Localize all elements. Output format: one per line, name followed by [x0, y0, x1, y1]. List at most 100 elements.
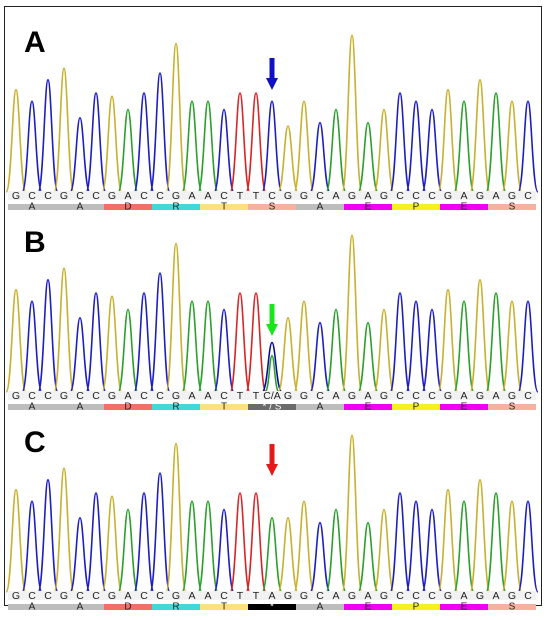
peak	[165, 242, 187, 393]
base-call: A	[188, 590, 195, 602]
peak	[421, 308, 443, 393]
amino-acid-block	[56, 604, 104, 610]
base-call: A	[268, 590, 275, 602]
peak	[421, 108, 443, 193]
base-call: C	[396, 190, 404, 202]
amino-acid-label: P	[413, 402, 420, 411]
base-call: G	[12, 590, 20, 602]
amino-acid-label: D	[124, 202, 131, 211]
peak	[149, 272, 171, 393]
base-call: C	[44, 590, 52, 602]
peak	[277, 516, 299, 593]
peak	[485, 292, 507, 393]
peak	[277, 125, 299, 193]
base-call: C	[428, 190, 436, 202]
peak	[53, 267, 75, 393]
amino-acid-block	[392, 204, 440, 210]
peak	[181, 300, 203, 393]
peak	[293, 500, 315, 593]
peak	[325, 508, 347, 593]
peak	[373, 108, 395, 193]
base-call: C	[412, 190, 420, 202]
peak	[133, 92, 155, 193]
amino-acid-block	[488, 604, 536, 610]
peak	[341, 434, 363, 593]
base-call: T	[237, 390, 244, 402]
amino-acid-block	[200, 404, 248, 410]
base-call: A	[188, 190, 195, 202]
base-call: A	[364, 190, 371, 202]
peak	[133, 492, 155, 593]
peak	[261, 100, 283, 193]
amino-acid-block	[152, 404, 200, 410]
panel-label: A	[24, 26, 46, 59]
amino-acid-label: R	[172, 402, 179, 411]
peak	[69, 516, 91, 593]
amino-acid-label: E	[461, 402, 468, 411]
amino-acid-label: A	[29, 602, 36, 611]
peak	[117, 108, 139, 193]
base-call: G	[172, 590, 180, 602]
base-call: A	[364, 590, 371, 602]
base-call: G	[508, 390, 516, 402]
amino-acid-label: A	[317, 202, 324, 211]
base-call: G	[444, 590, 452, 602]
peak	[437, 288, 459, 393]
base-call: A	[188, 390, 195, 402]
amino-acid-label: E	[365, 602, 372, 611]
peak	[6, 88, 27, 193]
amino-acid-label: A	[317, 402, 324, 411]
base-call: C	[268, 190, 276, 202]
peak	[453, 300, 475, 393]
base-call: G	[172, 390, 180, 402]
base-call: C	[316, 390, 324, 402]
amino-acid-block	[104, 604, 152, 610]
amino-acid-label: R	[172, 202, 179, 211]
base-call: A	[364, 390, 371, 402]
amino-acid-label: S	[509, 402, 516, 411]
base-call: A	[460, 390, 467, 402]
base-call: C	[156, 390, 164, 402]
amino-acid-label: T	[221, 202, 227, 211]
base-call: A	[460, 590, 467, 602]
peak	[341, 234, 363, 393]
peak	[277, 316, 299, 393]
amino-acid-label: S	[269, 202, 276, 211]
amino-acid-label: E	[365, 402, 372, 411]
base-call: C	[44, 390, 52, 402]
base-call: C	[44, 190, 52, 202]
peak	[293, 100, 315, 193]
peak	[213, 508, 235, 593]
peak	[309, 321, 331, 393]
peak	[165, 442, 187, 593]
peak	[437, 88, 459, 193]
base-call: G	[172, 190, 180, 202]
amino-acid-block	[152, 204, 200, 210]
peak	[293, 300, 315, 393]
peak	[325, 108, 347, 193]
peak	[469, 78, 491, 193]
amino-acid-block	[8, 404, 56, 410]
base-call: G	[380, 390, 388, 402]
base-call: C	[396, 390, 404, 402]
base-call: G	[60, 590, 68, 602]
amino-acid-block	[488, 204, 536, 210]
base-call: C	[220, 590, 228, 602]
peak	[357, 121, 379, 193]
peak	[229, 492, 251, 593]
peak	[245, 292, 267, 393]
peak	[165, 42, 187, 193]
base-call: C	[316, 590, 324, 602]
amino-acid-block	[440, 204, 488, 210]
base-call: G	[476, 190, 484, 202]
peak	[437, 488, 459, 593]
amino-acid-block	[56, 404, 104, 410]
peak	[37, 78, 59, 193]
amino-acid-block	[392, 404, 440, 410]
base-call: C	[428, 590, 436, 602]
base-call: T	[253, 390, 260, 402]
base-call: A	[460, 190, 467, 202]
